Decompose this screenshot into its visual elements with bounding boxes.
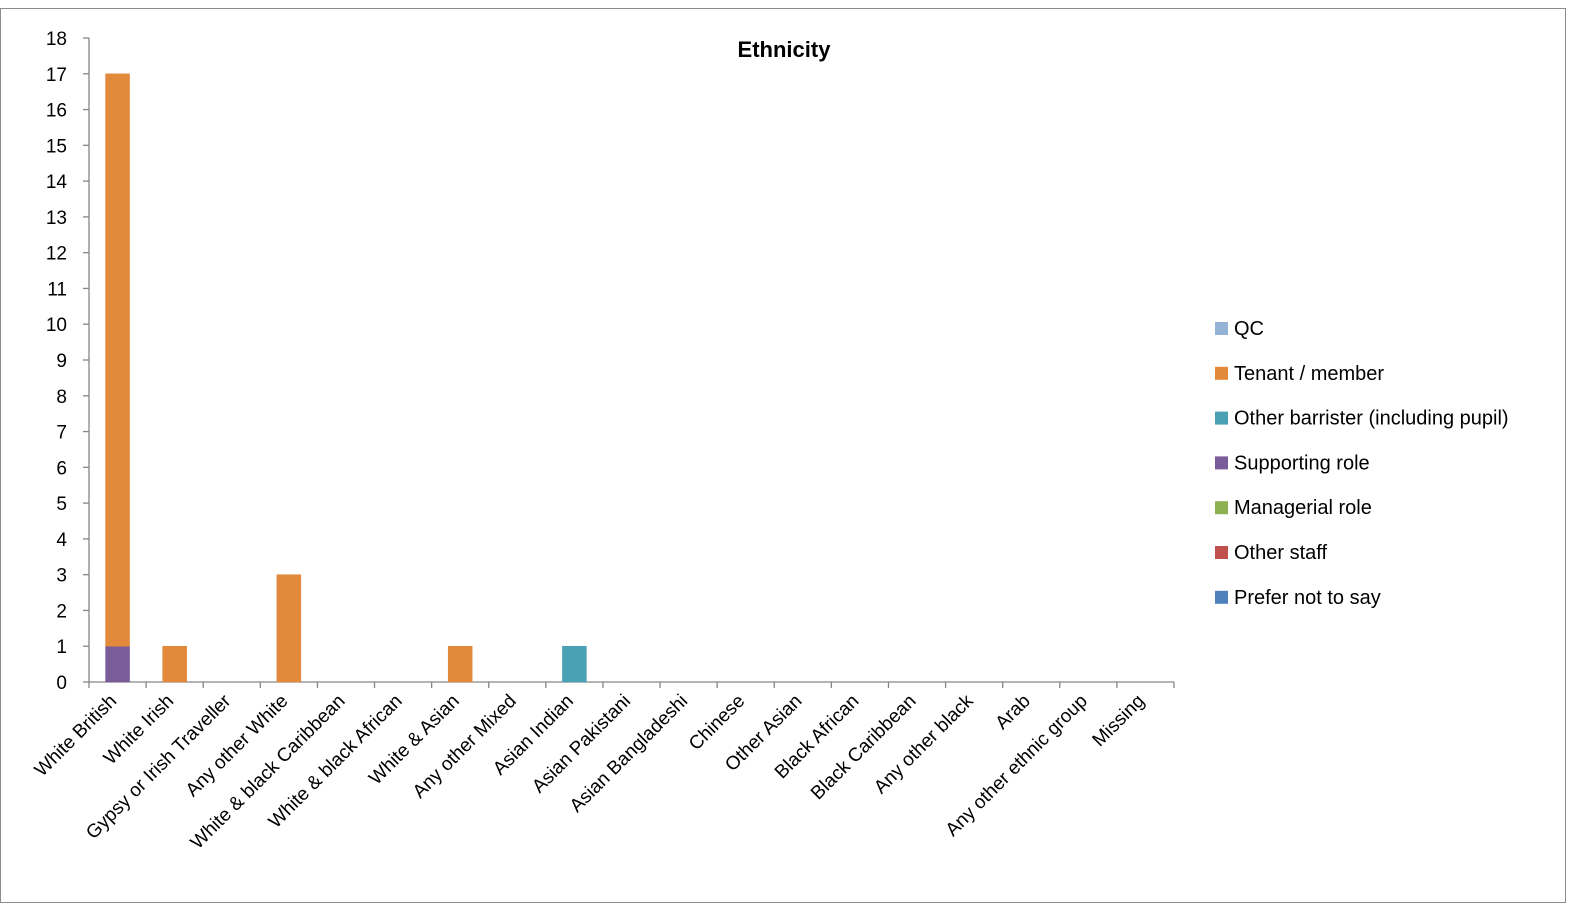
x-tick-label: Asian Pakistani bbox=[528, 691, 635, 798]
bar-segment bbox=[105, 73, 130, 647]
y-tick-label: 18 bbox=[46, 29, 67, 50]
legend-label: Prefer not to say bbox=[1234, 587, 1381, 609]
y-tick-label: 3 bbox=[56, 566, 67, 587]
bar-segment bbox=[447, 645, 473, 683]
y-tick-label: 15 bbox=[46, 136, 67, 157]
y-tick-label: 2 bbox=[56, 601, 67, 622]
y-tick-label: 16 bbox=[46, 101, 67, 122]
legend-item: Prefer not to say bbox=[1215, 587, 1381, 609]
y-tick-label: 17 bbox=[46, 65, 67, 86]
bar-segment bbox=[562, 645, 587, 683]
x-tick-label: Missing bbox=[1089, 691, 1149, 751]
x-tick-label: Any other black bbox=[870, 690, 978, 798]
legend-label: Managerial role bbox=[1234, 497, 1372, 519]
chart-frame: Ethnicity 0 1 2 3 4 5 6 7 8 9 10 11 12 13 14 15 16 17 18 W… bbox=[0, 8, 1566, 903]
legend-swatch bbox=[1215, 411, 1228, 425]
y-tick-label: 13 bbox=[46, 208, 67, 229]
legend-item: Supporting role bbox=[1215, 452, 1370, 474]
y-tick-label: 1 bbox=[56, 637, 67, 658]
chart-title: Ethnicity bbox=[738, 37, 832, 62]
legend-item: Other barrister (including pupil) bbox=[1215, 408, 1509, 430]
y-tick-label: 14 bbox=[46, 172, 68, 193]
bar-segment bbox=[105, 645, 130, 683]
x-tick-label: Any other White bbox=[182, 691, 292, 801]
legend-swatch bbox=[1215, 322, 1228, 335]
x-tick-label: Black Caribbean bbox=[807, 691, 920, 804]
legend-swatch bbox=[1215, 546, 1228, 559]
bar-group bbox=[105, 73, 587, 683]
legend-item: Other staff bbox=[1215, 542, 1327, 564]
legend-label: Supporting role bbox=[1234, 452, 1370, 474]
legend-item: Tenant / member bbox=[1215, 363, 1384, 385]
y-tick-label: 9 bbox=[56, 351, 67, 372]
y-tick-label: 5 bbox=[56, 494, 67, 515]
bar-segment bbox=[276, 574, 302, 683]
bar-segment bbox=[162, 645, 187, 683]
y-tick-label: 11 bbox=[47, 279, 67, 300]
y-tick-label: 4 bbox=[56, 530, 67, 551]
y-tick-label: 10 bbox=[46, 315, 67, 336]
x-tick-label: Any other Mixed bbox=[409, 691, 521, 803]
legend-label: Other barrister (including pupil) bbox=[1234, 408, 1509, 430]
y-tick-label: 12 bbox=[46, 244, 67, 265]
y-tick-label: 8 bbox=[56, 387, 67, 408]
y-tick-label: 7 bbox=[56, 423, 67, 444]
legend-label: QC bbox=[1234, 318, 1264, 340]
legend: QC Tenant / member Other barrister (includ… bbox=[1215, 318, 1509, 609]
legend-swatch bbox=[1215, 501, 1228, 515]
legend-swatch bbox=[1215, 590, 1228, 604]
y-tick-label: 6 bbox=[56, 458, 67, 479]
legend-label: Tenant / member bbox=[1234, 363, 1384, 385]
legend-item: QC bbox=[1215, 318, 1264, 340]
x-tick-label: Arab bbox=[992, 691, 1035, 734]
legend-swatch bbox=[1215, 366, 1228, 380]
x-tick-label: White British bbox=[31, 691, 121, 781]
legend-item: Managerial role bbox=[1215, 497, 1372, 519]
legend-swatch bbox=[1215, 456, 1228, 470]
legend-label: Other staff bbox=[1234, 542, 1327, 564]
y-tick-label: 0 bbox=[56, 673, 67, 694]
